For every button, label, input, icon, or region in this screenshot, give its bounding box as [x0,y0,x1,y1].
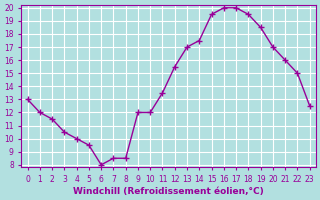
X-axis label: Windchill (Refroidissement éolien,°C): Windchill (Refroidissement éolien,°C) [73,187,264,196]
